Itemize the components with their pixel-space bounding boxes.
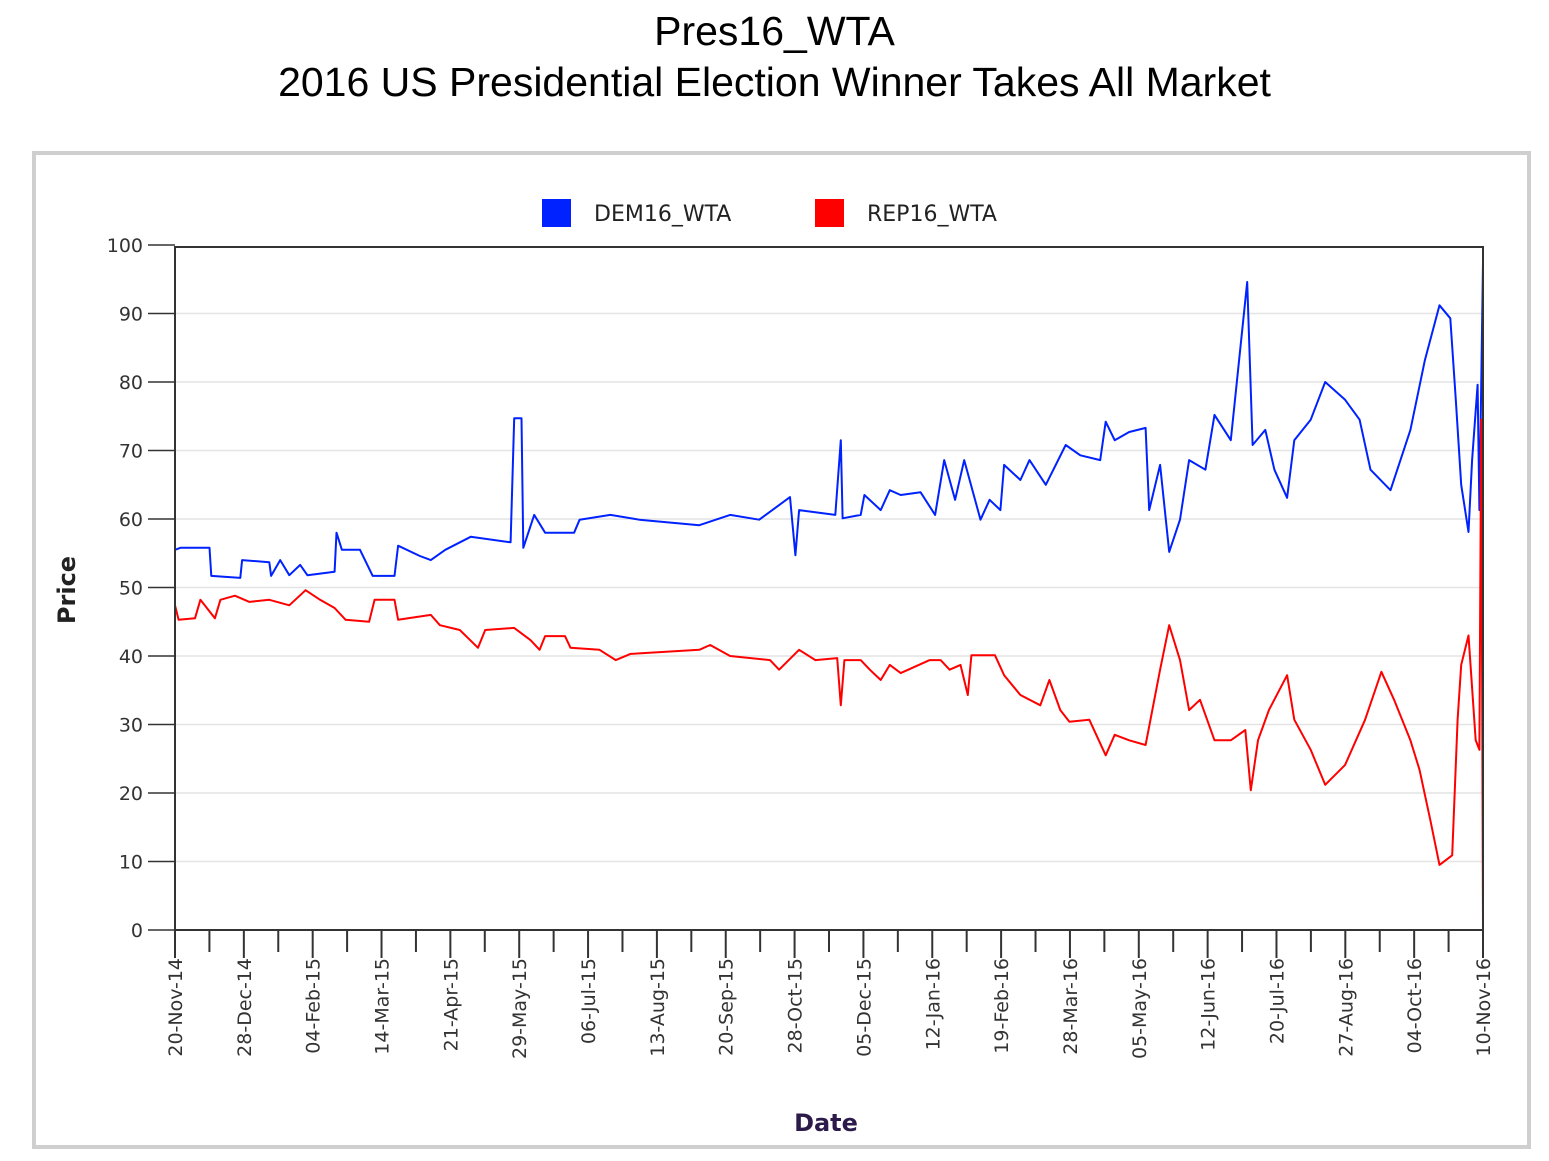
x-tick-label: 28-Dec-14 bbox=[234, 958, 256, 1057]
legend: DEM16_WTA REP16_WTA bbox=[542, 199, 997, 227]
y-tick-label: 80 bbox=[119, 372, 143, 394]
legend-label-dem: DEM16_WTA bbox=[594, 202, 731, 227]
chart-frame bbox=[32, 151, 1531, 1149]
x-tick-label: 04-Oct-16 bbox=[1404, 958, 1426, 1053]
x-tick-label: 12-Jan-16 bbox=[922, 958, 944, 1050]
y-axis-title: Price bbox=[53, 556, 81, 624]
x-tick-label: 05-Dec-15 bbox=[853, 958, 875, 1057]
legend-label-rep: REP16_WTA bbox=[867, 202, 997, 227]
x-tick-label: 20-Jul-16 bbox=[1266, 958, 1288, 1044]
x-tick-label: 06-Jul-15 bbox=[578, 958, 600, 1044]
y-tick-label: 40 bbox=[119, 646, 143, 668]
y-tick-label: 90 bbox=[119, 304, 143, 326]
x-tick-label: 05-May-16 bbox=[1129, 958, 1151, 1059]
x-tick-label: 04-Feb-15 bbox=[303, 958, 325, 1054]
series-line-rep16_wta bbox=[174, 418, 1484, 928]
series-line-dem16_wta bbox=[174, 262, 1484, 579]
y-tick-label: 100 bbox=[107, 235, 143, 257]
x-tick-label: 13-Aug-15 bbox=[647, 958, 669, 1057]
legend-swatch-dem bbox=[542, 199, 571, 227]
x-tick-label: 28-Oct-15 bbox=[785, 958, 807, 1053]
x-tick-label: 27-Aug-16 bbox=[1335, 958, 1357, 1057]
x-tick-label: 14-Mar-15 bbox=[372, 958, 394, 1055]
x-tick-label: 21-Apr-15 bbox=[440, 958, 462, 1051]
y-tick-label: 60 bbox=[119, 509, 143, 531]
x-tick-label: 10-Nov-16 bbox=[1473, 958, 1495, 1057]
legend-swatch-rep bbox=[815, 199, 844, 227]
y-tick-label: 10 bbox=[119, 852, 143, 874]
x-tick-label: 20-Nov-14 bbox=[165, 958, 187, 1057]
x-tick-label: 12-Jun-16 bbox=[1198, 958, 1220, 1051]
chart-subtitle: 2016 US Presidential Election Winner Tak… bbox=[278, 59, 1271, 105]
y-tick-label: 70 bbox=[119, 441, 143, 463]
chart-title: Pres16_WTA bbox=[654, 8, 895, 54]
y-tick-label: 0 bbox=[131, 920, 143, 942]
x-tick-label: 29-May-15 bbox=[509, 958, 531, 1059]
y-tick-label: 30 bbox=[119, 715, 143, 737]
x-axis-title: Date bbox=[794, 1109, 858, 1137]
y-tick-label: 50 bbox=[119, 578, 143, 600]
x-tick-label: 28-Mar-16 bbox=[1060, 958, 1082, 1055]
y-tick-label: 20 bbox=[119, 783, 143, 805]
x-tick-label: 19-Feb-16 bbox=[991, 958, 1013, 1054]
x-tick-label: 20-Sep-15 bbox=[716, 958, 738, 1056]
